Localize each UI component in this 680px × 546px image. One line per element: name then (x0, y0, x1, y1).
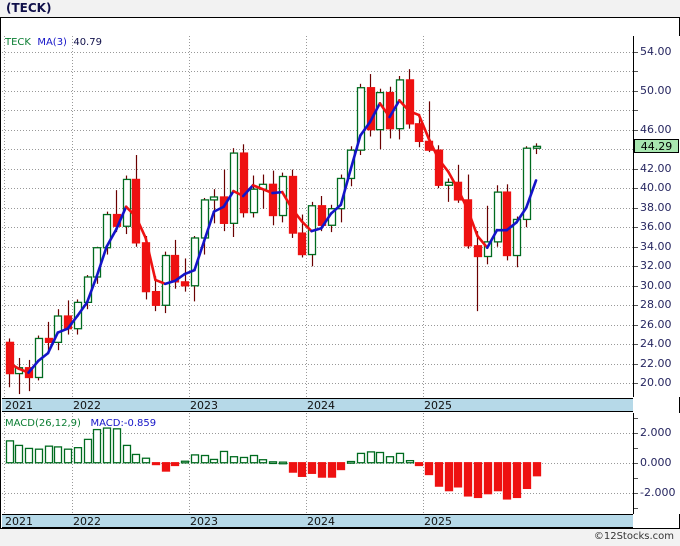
price-tick-label: 38.00 (640, 200, 672, 214)
macd-axis: 2.000 0.000 -2.000 (633, 413, 680, 514)
price-tick-label: 54.00 (640, 44, 672, 58)
x-axis-tick-label: 2024 (307, 399, 335, 412)
price-chart-svg (2, 36, 633, 397)
price-tick-label: 32.00 (640, 259, 672, 273)
price-tick-label: 28.00 (640, 298, 672, 312)
x-axis-tick-label: 2022 (73, 515, 101, 528)
page-title: (TECK) (6, 1, 52, 15)
x-axis-tick-label: 2021 (5, 399, 33, 412)
price-tick-label: 50.00 (640, 83, 672, 97)
macd-legend: MACD(26,12,9) MACD:-0.859 (5, 418, 156, 429)
x-axis-tick-label: 2025 (424, 515, 452, 528)
macd-legend-value: MACD:-0.859 (90, 418, 157, 429)
macd-tick-label: -2.000 (640, 485, 676, 499)
price-tick-label: 20.00 (640, 376, 672, 390)
copyright-credit: ©12Stocks.com (593, 531, 674, 542)
legend-symbol: TECK (5, 37, 31, 48)
price-axis-line (633, 36, 634, 397)
macd-tick-label: 2.000 (640, 425, 672, 439)
price-tick-label: 22.00 (640, 356, 672, 370)
price-axis: 54.00 50.00 46.00 42.00 40.00 38.00 36.00 34.00… (633, 36, 680, 397)
price-chart-plot[interactable] (2, 36, 633, 397)
macd-chart-plot[interactable] (2, 413, 633, 514)
x-axis-band-price: 2021 2022 2023 2024 2025 (2, 398, 633, 412)
price-tick-label: 40.00 (640, 181, 672, 195)
title-bar: (TECK) (0, 0, 680, 17)
x-axis-band-macd: 2021 2022 2023 2024 2025 (2, 514, 633, 528)
price-tick-label: 26.00 (640, 317, 672, 331)
footer: ©12Stocks.com (0, 529, 680, 546)
price-tick-label: 24.00 (640, 337, 672, 351)
x-axis-tick-label: 2025 (424, 399, 452, 412)
chart-frame: TECK MA(3) 40.79 54.00 50.00 46.00 42.00 40.… (0, 17, 680, 529)
price-tick-label: 46.00 (640, 122, 672, 136)
price-legend: TECK MA(3) 40.79 (5, 37, 102, 48)
macd-tick-label: 0.000 (640, 455, 672, 469)
current-price-flag: 44.29 (634, 139, 679, 154)
price-tick-label: 36.00 (640, 220, 672, 234)
x-axis-tick-label: 2022 (73, 399, 101, 412)
price-tick-label: 42.00 (640, 161, 672, 175)
x-axis-tick-label: 2023 (190, 399, 218, 412)
legend-ma-label: MA(3) (37, 37, 67, 48)
x-axis-tick-label: 2023 (190, 515, 218, 528)
price-tick-label: 34.00 (640, 239, 672, 253)
macd-chart-svg (2, 413, 633, 514)
macd-axis-line (633, 413, 634, 514)
x-axis-tick-label: 2024 (307, 515, 335, 528)
x-axis-tick-label: 2021 (5, 515, 33, 528)
macd-legend-name: MACD(26,12,9) (5, 418, 81, 429)
price-tick-label: 30.00 (640, 278, 672, 292)
legend-ma-value: 40.79 (73, 37, 102, 48)
